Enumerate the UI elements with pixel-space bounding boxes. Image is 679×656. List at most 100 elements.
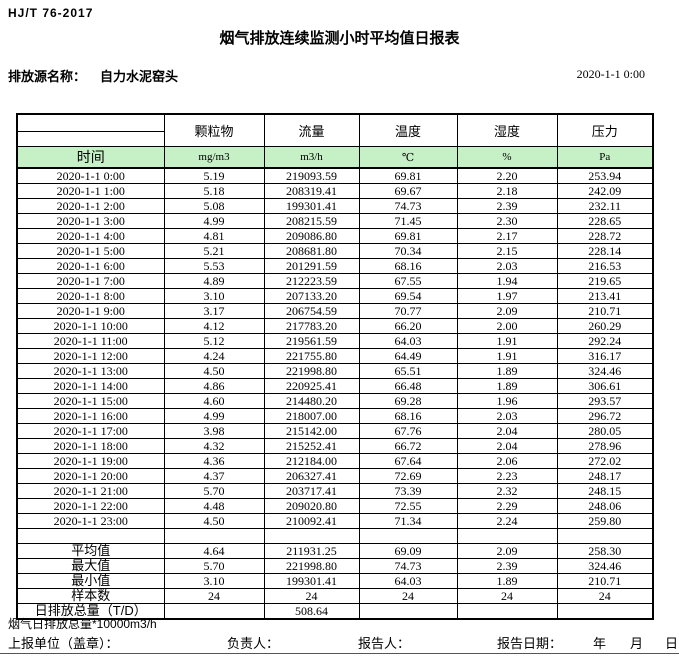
header-blank-cell-bottom [16,131,165,147]
value-cell: 215252.41 [263,438,360,454]
value-cell: 210.71 [556,303,654,319]
value-cell: 74.73 [358,558,458,574]
value-cell: 220925.41 [263,378,360,394]
value-cell: 71.45 [358,213,458,229]
value-cell: 4.86 [163,378,265,394]
time-cell: 2020-1-1 15:00 [16,393,165,409]
summary-label: 最大值 [16,558,165,574]
total-emission-note: 烟气日排放总量*10000m3/h [8,617,157,631]
value-cell: 203717.41 [263,483,360,499]
table-row: 2020-1-1 13:00 4.50 221998.80 65.51 1.89 324.… [16,363,654,379]
table-row: 2020-1-1 11:00 5.12 219561.59 64.03 1.91 292.… [16,333,654,349]
value-cell: 5.19 [163,167,265,184]
value-cell: 296.72 [556,408,654,424]
value-cell: 64.03 [358,333,458,349]
value-cell: 4.64 [163,543,265,559]
value-cell: 2.17 [456,228,558,244]
value-cell: 228.72 [556,228,654,244]
time-cell: 2020-1-1 21:00 [16,483,165,499]
value-cell [556,603,654,620]
value-cell: 208215.59 [263,213,360,229]
value-cell: 2.18 [456,183,558,199]
year-label: 年 [593,636,607,651]
value-cell: 316.17 [556,348,654,364]
value-cell: 64.03 [358,573,458,589]
value-cell: 4.50 [163,513,265,529]
value-cell: 206327.41 [263,468,360,484]
report-datetime: 2020-1-1 0:00 [576,67,645,81]
value-cell: 69.09 [358,543,458,559]
time-cell: 2020-1-1 19:00 [16,453,165,469]
standard-code: HJ/T 76-2017 [8,6,94,20]
value-cell: 3.10 [163,573,265,589]
value-cell: 280.05 [556,423,654,439]
value-cell: 208319.41 [263,183,360,199]
summary-row: 日排放总量（T/D） 508.64 [16,603,654,620]
unit-particulate: mg/m3 [163,146,265,169]
value-cell: 4.32 [163,438,265,454]
summary-label: 平均值 [16,543,165,559]
table-row: 2020-1-1 7:00 4.89 212223.59 67.55 1.94 219.6… [16,273,654,289]
header-row-top: 颗粒物 流量 温度 湿度 压力 [16,113,654,147]
value-cell: 24 [358,588,458,604]
value-cell: 68.16 [358,258,458,274]
value-cell: 210092.41 [263,513,360,529]
header-row-blank [16,131,653,147]
value-cell: 219.65 [556,273,654,289]
value-cell: 2.29 [456,498,558,514]
table-row: 2020-1-1 20:00 4.37 206327.41 72.69 2.23 248.… [16,468,654,484]
value-cell: 228.65 [556,213,654,229]
value-cell: 2.09 [456,303,558,319]
value-cell: 1.89 [456,378,558,394]
value-cell: 218007.00 [263,408,360,424]
value-cell: 69.81 [358,167,458,184]
value-cell [358,528,458,544]
value-cell: 66.48 [358,378,458,394]
table-row: 2020-1-1 17:00 3.98 215142.00 67.76 2.04 280.… [16,423,654,439]
time-cell: 2020-1-1 14:00 [16,378,165,394]
value-cell: 3.17 [163,303,265,319]
value-cell: 219561.59 [263,333,360,349]
column-header-humidity: 湿度 [456,113,558,147]
value-cell: 2.20 [456,167,558,184]
unit-pressure: Pa [556,146,654,169]
value-cell: 228.14 [556,243,654,259]
table-row: 2020-1-1 1:00 5.18 208319.41 69.67 2.18 242.0… [16,183,654,199]
unit-flow: m3/h [263,146,360,169]
value-cell: 4.89 [163,273,265,289]
value-cell: 221998.80 [263,558,360,574]
monitoring-table: 颗粒物 流量 温度 湿度 压力 时间 mg/m3 m3/h ℃ % Pa 202… [16,113,654,620]
value-cell: 217783.20 [263,318,360,334]
reporter-label: 报告人： [358,636,411,651]
time-cell: 2020-1-1 5:00 [16,243,165,259]
time-cell: 2020-1-1 16:00 [16,408,165,424]
value-cell: 208681.80 [263,243,360,259]
value-cell: 1.91 [456,333,558,349]
value-cell: 212223.59 [263,273,360,289]
time-cell: 2020-1-1 12:00 [16,348,165,364]
value-cell: 4.99 [163,213,265,229]
unit-temperature: ℃ [358,146,458,169]
table-row: 2020-1-1 4:00 4.81 209086.80 69.81 2.17 228.7… [16,228,654,244]
value-cell: 69.81 [358,228,458,244]
value-cell: 69.67 [358,183,458,199]
value-cell: 199301.41 [263,573,360,589]
value-cell: 70.77 [358,303,458,319]
table-row: 2020-1-1 16:00 4.99 218007.00 68.16 2.03 296.… [16,408,654,424]
value-cell: 2.24 [456,513,558,529]
value-cell: 24 [556,588,654,604]
month-label: 月 [630,636,644,651]
value-cell [456,528,558,544]
value-cell: 72.55 [358,498,458,514]
value-cell: 2.39 [456,198,558,214]
value-cell: 292.24 [556,333,654,349]
time-cell: 2020-1-1 23:00 [16,513,165,529]
table-row: 2020-1-1 5:00 5.21 208681.80 70.34 2.15 228.1… [16,243,654,259]
value-cell: 4.60 [163,393,265,409]
table-row: 2020-1-1 18:00 4.32 215252.41 66.72 2.04 278.… [16,438,654,454]
time-cell: 2020-1-1 9:00 [16,303,165,319]
time-cell [16,528,165,544]
time-cell: 2020-1-1 0:00 [16,167,165,184]
value-cell: 2.06 [456,453,558,469]
value-cell: 3.10 [163,288,265,304]
